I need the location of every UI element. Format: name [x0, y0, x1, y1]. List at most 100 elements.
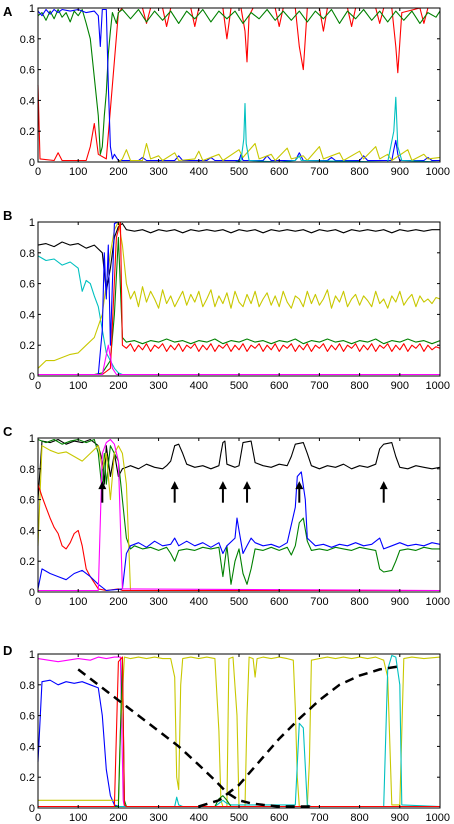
x-tick-label: 100: [69, 380, 87, 392]
series-line-5: [37, 471, 441, 592]
y-tick-label: 0.4: [20, 741, 35, 753]
event-arrow-5: [295, 481, 304, 503]
y-tick-label: 1: [29, 3, 35, 15]
series-line-3: [37, 445, 440, 592]
panel-b: 0 100 200 300 400 500 600 700 800 900 1000 0 0.2 0.4 0…: [20, 217, 450, 392]
series-line-7: [38, 344, 440, 376]
y-tick-label: 0.8: [20, 248, 35, 260]
arrow-head: [295, 481, 304, 490]
x-tick-label: 0: [35, 596, 41, 608]
x-tick-label: 400: [190, 812, 208, 824]
panel-letter-a: A: [3, 4, 13, 19]
panel-d: 0 100 200 300 400 500 600 700 800 900 1000 0 0.2 0.4 0…: [20, 649, 450, 824]
x-tick-label: 400: [190, 166, 208, 178]
x-tick-label: 700: [310, 596, 328, 608]
series-line-4: [38, 236, 441, 376]
series-line-1: [37, 656, 440, 808]
y-tick-label: 0.6: [20, 711, 35, 723]
x-tick-label: 900: [391, 812, 409, 824]
x-tick-label: 300: [149, 596, 167, 608]
x-tick-label: 800: [350, 166, 368, 178]
series-line-5: [38, 96, 441, 163]
series-line-2: [37, 679, 440, 808]
x-tick-label: 500: [230, 166, 248, 178]
x-tick-label: 0: [35, 380, 41, 392]
y-tick-label: 1: [29, 217, 35, 229]
x-tick-label: 900: [391, 380, 409, 392]
y-tick-label: 0.2: [20, 126, 35, 138]
x-tick-label: 0: [35, 812, 41, 824]
y-tick-label: 0.6: [20, 495, 35, 507]
x-tick-label: 500: [230, 812, 248, 824]
x-tick-label: 200: [109, 812, 127, 824]
y-tick-label: 0: [29, 371, 35, 383]
series-line-4: [38, 654, 441, 808]
arrow-head: [98, 481, 107, 490]
x-tick-label: 900: [391, 166, 409, 178]
series-line-2: [37, 255, 440, 376]
panel-letter-d: D: [3, 643, 12, 658]
y-tick-label: 1: [29, 649, 35, 661]
series-line-2: [37, 8, 441, 155]
y-tick-label: 0.6: [20, 279, 35, 291]
y-tick-label: 0: [29, 157, 35, 169]
series-line-5: [38, 221, 441, 376]
x-tick-label: 800: [350, 812, 368, 824]
y-tick-label: 0.2: [20, 556, 35, 568]
x-tick-label: 800: [350, 596, 368, 608]
event-arrow-1: [98, 481, 107, 503]
x-tick-label: 1000: [426, 812, 450, 824]
x-tick-label: 1000: [426, 166, 450, 178]
x-tick-label: 100: [69, 166, 87, 178]
y-tick-label: 0.4: [20, 309, 35, 321]
y-tick-label: 1: [29, 433, 35, 445]
x-tick-label: 600: [270, 166, 288, 178]
dashed-curve-2: [198, 665, 400, 808]
y-tick-label: 0.2: [20, 340, 35, 352]
x-tick-label: 200: [109, 166, 127, 178]
event-arrow-3: [218, 481, 227, 503]
panel-letter-b: B: [3, 208, 12, 223]
x-tick-label: 400: [190, 596, 208, 608]
series-line-4: [38, 142, 441, 163]
y-tick-label: 0: [29, 587, 35, 599]
x-tick-label: 200: [109, 380, 127, 392]
y-tick-label: 0.4: [20, 525, 35, 537]
x-tick-label: 600: [270, 812, 288, 824]
series-line-1: [37, 222, 440, 292]
panel-c: 0 100 200 300 400 500 600 700 800 900 1000 0 0.2 0.4 0…: [20, 433, 450, 608]
x-tick-label: 800: [350, 380, 368, 392]
x-tick-label: 300: [149, 380, 167, 392]
event-arrow-4: [243, 481, 252, 503]
x-tick-label: 1000: [426, 380, 450, 392]
series-line-3: [37, 8, 440, 162]
plot-frame: [37, 7, 441, 163]
x-tick-label: 700: [310, 166, 328, 178]
series-line-1: [37, 7, 440, 162]
x-tick-label: 300: [149, 812, 167, 824]
event-arrow-6: [379, 481, 388, 503]
series-line-3: [38, 656, 441, 808]
x-tick-label: 400: [190, 380, 208, 392]
arrow-head: [170, 481, 179, 490]
y-tick-label: 0.4: [20, 95, 35, 107]
x-tick-label: 700: [310, 812, 328, 824]
x-tick-label: 200: [109, 596, 127, 608]
series-line-6: [38, 438, 441, 592]
series-line-6: [38, 221, 440, 376]
arrow-head: [218, 481, 227, 490]
arrow-head: [243, 481, 252, 490]
y-tick-label: 0: [29, 803, 35, 815]
x-tick-label: 100: [69, 596, 87, 608]
y-tick-label: 0.2: [20, 772, 35, 784]
x-tick-label: 500: [230, 596, 248, 608]
series-line-3: [37, 221, 441, 369]
x-tick-label: 500: [230, 380, 248, 392]
dashed-curve-1: [77, 668, 312, 808]
x-tick-label: 700: [310, 380, 328, 392]
x-tick-label: 300: [149, 166, 167, 178]
x-tick-label: 100: [69, 812, 87, 824]
series-line-2: [37, 438, 440, 585]
y-tick-label: 0.8: [20, 464, 35, 476]
